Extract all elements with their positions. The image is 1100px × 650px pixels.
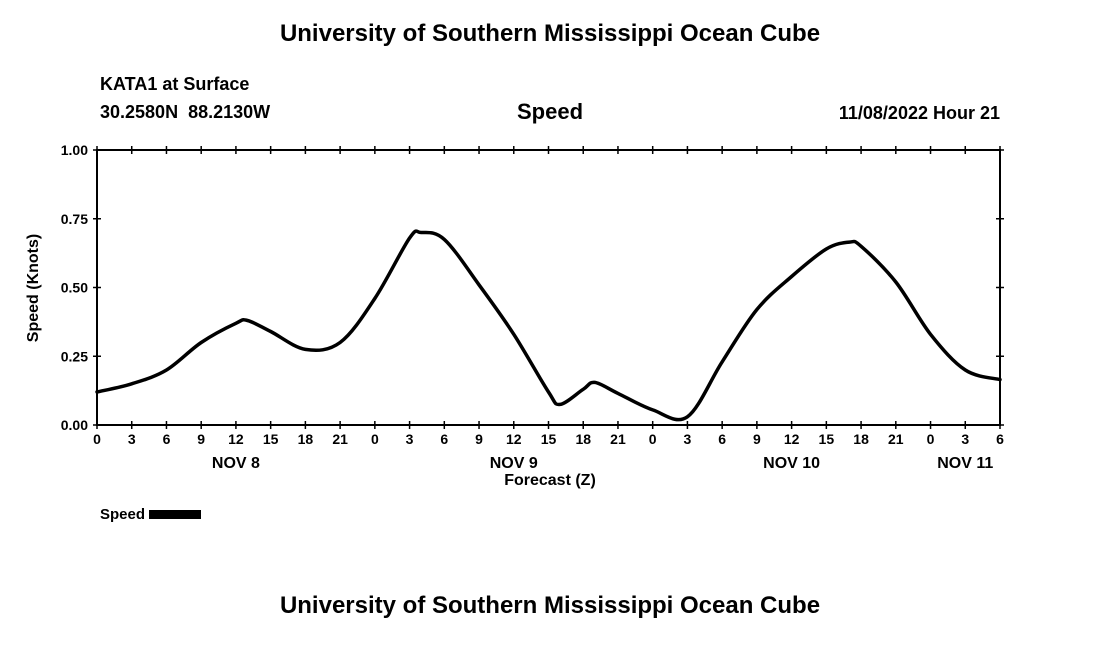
x-tick-label: 15	[819, 431, 835, 447]
x-tick-label: 21	[332, 431, 348, 447]
x-tick-label: 0	[371, 431, 379, 447]
legend-line-swatch	[149, 510, 202, 519]
x-tick-label: 3	[406, 431, 414, 447]
y-tick-label: 0.75	[61, 211, 88, 227]
x-tick-label: 15	[263, 431, 279, 447]
x-tick-label: 18	[298, 431, 314, 447]
page-title-bottom: University of Southern Mississippi Ocean…	[279, 592, 821, 619]
page-title-top: University of Southern Mississippi Ocean…	[279, 20, 821, 47]
x-tick-label: 9	[753, 431, 761, 447]
x-tick-label: 12	[784, 431, 800, 447]
x-tick-label: 3	[961, 431, 969, 447]
x-axis-label: Forecast (Z)	[504, 472, 596, 489]
y-tick-label: 0.25	[61, 348, 88, 364]
x-day-label: NOV 11	[937, 455, 993, 472]
coordinates-label: 30.2580N 88.2130W	[100, 102, 271, 122]
speed-chart: Speed (Knots) 0 3 6 9 12 15 18 21 0 3 6 9 12 15 18 21 0 3…	[25, 142, 1004, 472]
x-tick-label: 6	[996, 431, 1004, 447]
datetime-label: 11/08/2022 Hour 21	[838, 103, 1000, 123]
y-tick-label: 0.50	[61, 280, 88, 296]
station-label: KATA1 at Surface	[100, 74, 250, 94]
y-tick-label: 0.00	[61, 417, 88, 433]
x-tick-label: 12	[228, 431, 244, 447]
x-tick-label: 18	[575, 431, 591, 447]
x-tick-label: 12	[506, 431, 522, 447]
x-tick-label: 9	[197, 431, 205, 447]
x-tick-label: 6	[718, 431, 726, 447]
x-tick-label: 9	[475, 431, 483, 447]
x-tick-label: 6	[163, 431, 171, 447]
x-tick-label: 18	[853, 431, 869, 447]
y-tick-label: 1.00	[61, 142, 88, 158]
x-day-label: NOV 10	[763, 455, 820, 472]
plot-title: Speed	[516, 99, 584, 124]
x-day-label: NOV 9	[490, 455, 538, 472]
x-tick-label: 0	[93, 431, 101, 447]
x-tick-label: 3	[684, 431, 692, 447]
x-tick-label: 21	[888, 431, 904, 447]
plot-frame	[96, 149, 1001, 426]
x-tick-label: 6	[440, 431, 448, 447]
x-tick-label: 3	[128, 431, 136, 447]
x-tick-label: 21	[610, 431, 626, 447]
x-tick-label: 0	[927, 431, 935, 447]
x-tick-label: 15	[541, 431, 557, 447]
y-axis-label: Speed (Knots)	[25, 234, 42, 342]
legend-label: Speed	[100, 506, 146, 523]
x-tick-label: 0	[649, 431, 657, 447]
x-day-label: NOV 8	[212, 455, 260, 472]
speed-line	[95, 229, 1002, 422]
legend: Speed	[100, 506, 202, 523]
